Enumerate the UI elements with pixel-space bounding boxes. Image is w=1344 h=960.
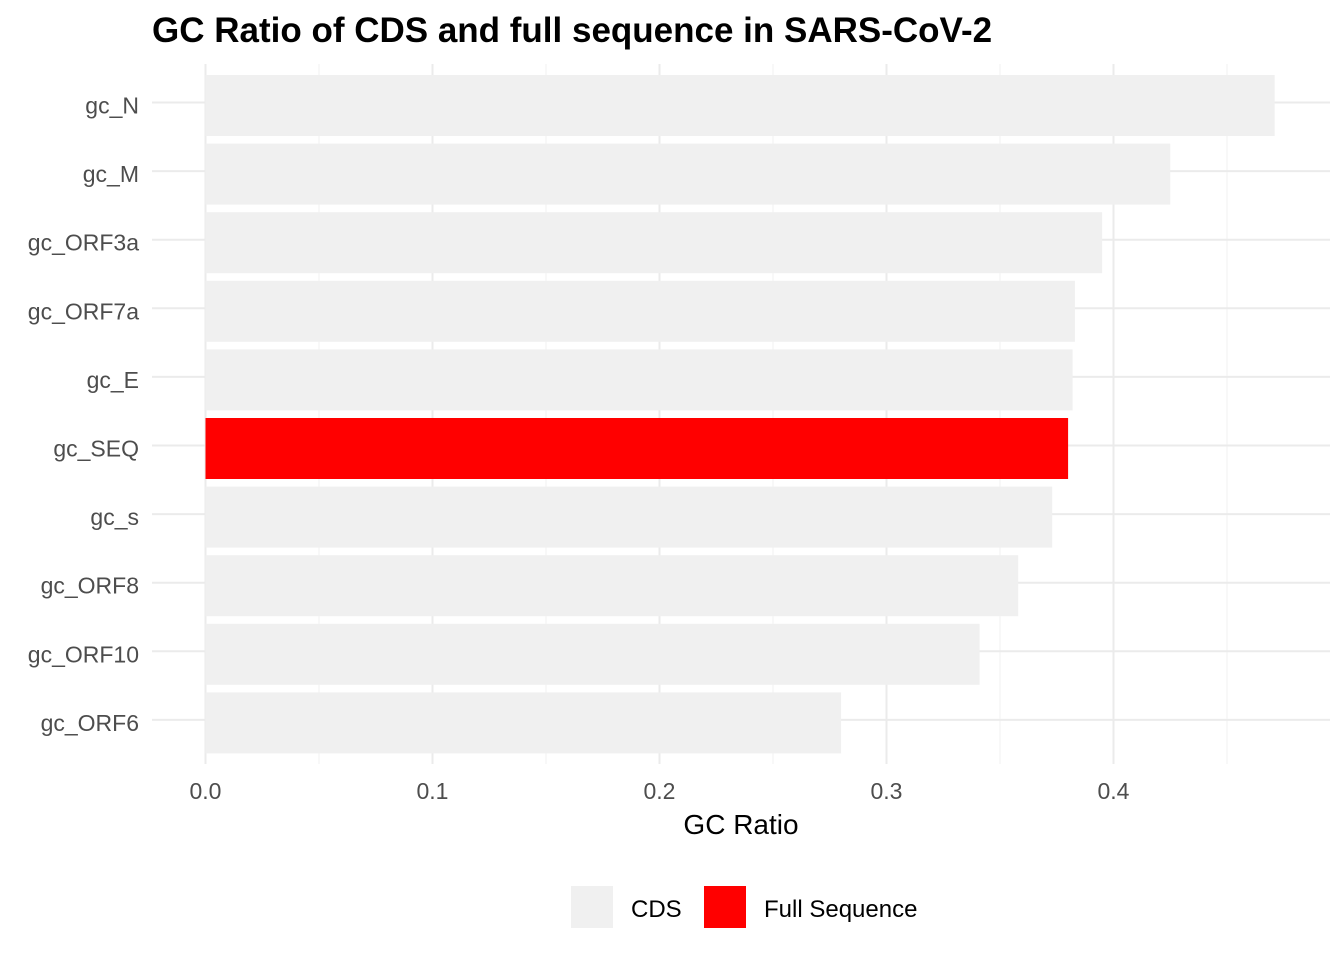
y-tick-label: gc_ORF10 <box>28 641 139 667</box>
y-tick-label: gc_ORF6 <box>41 710 139 736</box>
x-tick-label: 0.4 <box>1098 778 1130 804</box>
y-tick-label: gc_ORF7a <box>28 298 139 324</box>
legend-label: CDS <box>631 896 682 923</box>
bar-gc_ORF6 <box>205 692 842 754</box>
bar-gc_ORF10 <box>205 623 980 685</box>
x-tick-label: 0.1 <box>417 778 449 804</box>
bar-gc_E <box>205 349 1073 411</box>
x-axis: 0.0 0.1 0.2 0.3 0.4 <box>190 778 1130 804</box>
y-tick-label: gc_s <box>90 504 139 530</box>
bars-layer <box>205 75 1275 754</box>
y-tick-label: gc_E <box>87 367 139 393</box>
y-axis: gc_N gc_M gc_ORF3a gc_ORF7a gc_E gc_SEQ gc_sgc… <box>28 93 139 736</box>
legend-key-full-sequence <box>704 886 746 928</box>
bar-gc_ORF8 <box>205 555 1019 617</box>
y-tick-label: gc_ORF3a <box>28 230 139 256</box>
bar-gc_N <box>205 75 1275 136</box>
legend: CDS Full Sequence <box>571 886 917 928</box>
x-tick-label: 0.3 <box>871 778 903 804</box>
x-tick-label: 0.2 <box>644 778 676 804</box>
bar-gc_ORF7a <box>205 280 1075 342</box>
chart-title: GC Ratio of CDS and full sequence in SAR… <box>152 11 992 50</box>
y-tick-label: gc_M <box>83 161 139 187</box>
bar-gc_SEQ <box>205 418 1069 479</box>
x-tick-label: 0.0 <box>190 778 222 804</box>
bar-gc_s <box>205 486 1053 548</box>
bar-gc_ORF3a <box>205 212 1103 274</box>
y-tick-label: gc_N <box>85 93 139 119</box>
y-tick-label: gc_ORF8 <box>41 573 139 599</box>
legend-label: Full Sequence <box>764 896 917 923</box>
legend-key-cds <box>571 886 613 928</box>
x-axis-title: GC Ratio <box>683 809 798 840</box>
bar-gc_M <box>205 143 1171 205</box>
y-tick-label: gc_SEQ <box>53 436 139 462</box>
